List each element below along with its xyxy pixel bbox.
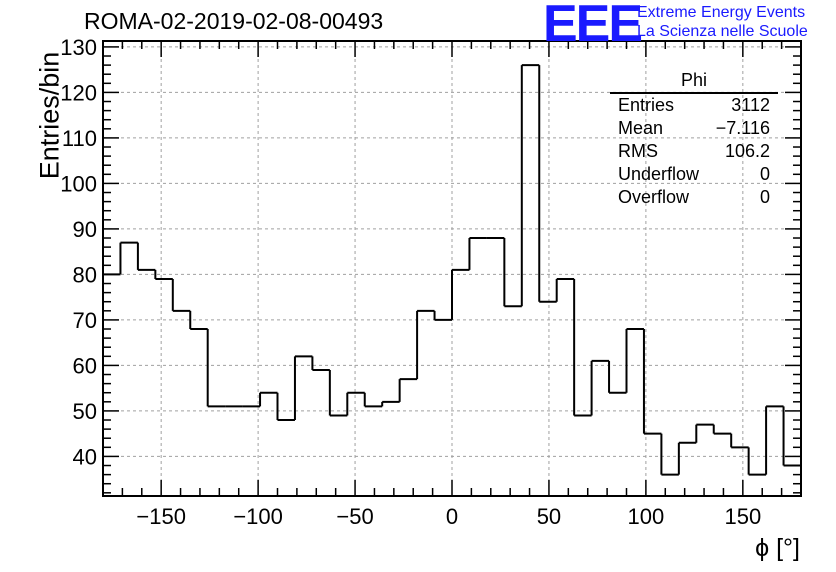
y-tick-label: 40 (73, 444, 97, 469)
stats-label: Overflow (618, 187, 690, 207)
y-tick-label: 130 (60, 35, 97, 60)
histogram-bin (590, 359, 610, 416)
histogram-bin (642, 329, 662, 435)
stats-row-mean: Mean −7.116 (610, 117, 778, 140)
y-axis-label: Entries/bin (34, 51, 65, 180)
histogram-bin (171, 278, 191, 312)
histogram-bin (538, 65, 557, 303)
histogram-bin (625, 328, 644, 393)
x-tick-label: −100 (233, 504, 283, 529)
histogram-bin (381, 400, 400, 407)
x-axis-label: ϕ [°] (755, 534, 800, 562)
histogram-bin (259, 391, 278, 407)
histogram-bin (119, 241, 138, 275)
stats-value: 3112 (731, 95, 770, 115)
y-tick-label: 60 (73, 353, 97, 378)
stats-row-overflow: Overflow 0 (610, 186, 778, 209)
histogram-bin (712, 424, 732, 435)
x-tick-label: −150 (136, 504, 186, 529)
stats-row-rms: RMS 106.2 (610, 140, 778, 163)
axis-ticks (102, 41, 802, 496)
y-tick-label: 110 (62, 126, 97, 151)
histogram-bin (660, 433, 679, 476)
stats-value: −7.116 (715, 118, 770, 138)
histogram-bin (573, 278, 592, 417)
histogram-bin (293, 355, 313, 421)
histogram-bin (346, 391, 365, 416)
y-tick-label: 120 (60, 80, 97, 105)
stats-value: 106.2 (724, 141, 770, 161)
histogram-bin (765, 405, 784, 475)
histogram-bin (136, 242, 156, 271)
stats-label: Mean (618, 118, 664, 138)
histogram-bin (695, 423, 714, 443)
stats-box: Phi Entries 3112 Mean −7.116 RMS 106.2 U… (610, 70, 778, 209)
stats-row-entries: Entries 3112 (610, 94, 778, 117)
logo-line-2: La Scienza nelle Scuole (637, 23, 808, 40)
histogram-bin (747, 447, 767, 476)
histogram-bin (363, 392, 383, 408)
stats-value: 0 (759, 187, 770, 207)
histogram-bin (730, 433, 749, 449)
stats-label: Entries (618, 95, 675, 115)
eee-logo: EEE (543, 0, 643, 53)
x-tick-label: −50 (336, 504, 373, 529)
histogram-bin (398, 378, 418, 402)
histogram-bins (103, 64, 801, 476)
histogram-bin (433, 310, 452, 321)
y-tick-label: 70 (73, 308, 97, 333)
histogram-bin (328, 369, 348, 417)
histogram-bin (451, 268, 470, 320)
histogram-bin (206, 329, 226, 408)
stats-value: 0 (759, 164, 770, 184)
y-tick-label: 100 (60, 171, 97, 196)
histogram-bin (311, 356, 330, 371)
stats-title: Phi (610, 70, 778, 94)
plot-frame (102, 40, 802, 497)
chart-title: ROMA-02-2019-02-08-00493 (84, 8, 384, 34)
histogram-bin (189, 310, 208, 331)
stats-row-underflow: Underflow 0 (610, 163, 778, 186)
y-tick-label: 90 (73, 217, 97, 242)
stats-label: Underflow (618, 164, 700, 184)
histogram-bin (608, 360, 627, 394)
x-tick-label: 0 (446, 504, 458, 529)
y-tick-label: 50 (73, 399, 97, 424)
histogram-bin (677, 441, 697, 475)
eee-logo-text: Extreme Energy Events La Scienza nelle S… (637, 3, 808, 41)
x-tick-label: 100 (628, 504, 665, 529)
histogram-bin (416, 309, 435, 380)
logo-line-1: Extreme Energy Events (637, 4, 806, 21)
histogram-bin (154, 269, 173, 280)
x-tick-label: 150 (724, 504, 761, 529)
tick-labels: −150 −100 −50 0 50 100 150 40 50 60 70 80 90 100 110 12… (60, 35, 761, 529)
histogram-bin (468, 237, 487, 270)
histogram-bin (555, 277, 575, 302)
histogram-bin (520, 64, 540, 307)
histogram-bin (276, 392, 295, 422)
histogram-bin (503, 238, 522, 308)
stats-label: RMS (618, 141, 658, 161)
y-tick-label: 80 (73, 262, 97, 287)
x-tick-label: 50 (537, 504, 561, 529)
